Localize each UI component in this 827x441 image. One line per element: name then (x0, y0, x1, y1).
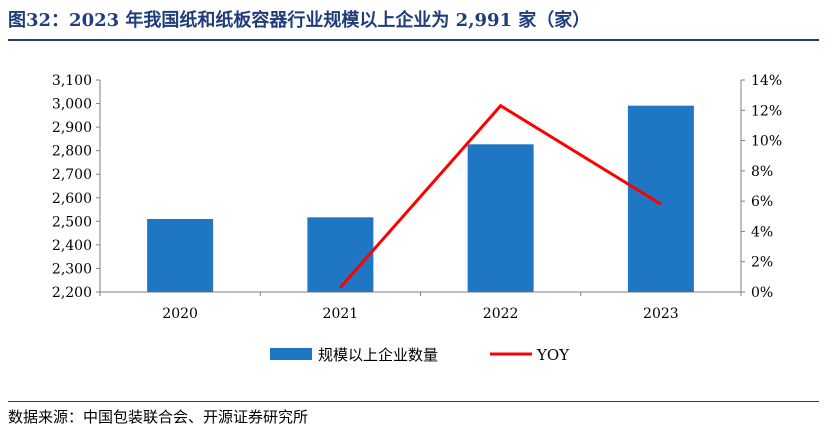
x-tick-label: 2022 (483, 306, 519, 322)
yoy-point (660, 203, 662, 205)
y-right-tick-label: 0% (751, 285, 773, 301)
y-left-tick-label: 3,100 (52, 73, 92, 89)
yoy-series (339, 103, 662, 289)
title-divider (8, 39, 819, 41)
y-left-tick-label: 2,400 (52, 238, 92, 254)
y-right-tick-label: 4% (751, 224, 773, 240)
y-right-tick-label: 12% (751, 103, 782, 119)
legend-label-line: YOY (536, 346, 570, 364)
y-right-tick-labels: 0% 2% 4% 6% 8% 10% 12% 14% (751, 73, 782, 301)
y-left-tick-label: 2,700 (52, 167, 92, 183)
y-left-tick-label: 2,900 (52, 120, 92, 136)
x-tick-labels: 2020 2021 2022 2023 (162, 306, 678, 322)
bar-2023 (627, 105, 694, 292)
bar-2022 (467, 144, 534, 292)
y-right-tick-label: 10% (751, 134, 782, 150)
x-tick-label: 2021 (323, 306, 359, 322)
y-left-tick-label: 2,300 (52, 261, 92, 277)
x-tick-label: 2020 (162, 306, 198, 322)
x-tick-label: 2023 (643, 306, 679, 322)
legend-label-bar: 规模以上企业数量 (318, 346, 438, 364)
y-right-tick-label: 14% (751, 73, 782, 89)
y-right-tick-label: 2% (751, 255, 773, 271)
legend-swatch-bar (270, 348, 312, 360)
y-left-tick-label: 2,500 (52, 214, 92, 230)
source-note: 数据来源：中国包装联合会、开源证券研究所 (8, 408, 309, 426)
y-left-tick-label: 2,800 (52, 144, 92, 160)
legend: 规模以上企业数量 YOY (270, 346, 570, 364)
bar-series (147, 105, 694, 292)
source-divider (8, 401, 819, 402)
y-right-tick-label: 6% (751, 194, 773, 210)
y-right-tick-label: 8% (751, 164, 773, 180)
yoy-point (339, 286, 341, 288)
y-left-tick-labels: 2,200 2,300 2,400 2,500 2,600 2,700 2,800 2,900… (52, 73, 92, 301)
chart-title: 图32：2023 年我国纸和纸板容器行业规模以上企业为 2,991 家（家） (8, 10, 591, 31)
y-left-tick-label: 3,000 (52, 97, 92, 113)
bar-2020 (147, 218, 214, 292)
yoy-point (500, 105, 502, 107)
y-left-tick-label: 2,600 (52, 191, 92, 207)
bar-2021 (307, 217, 374, 292)
y-left-tick-label: 2,200 (52, 285, 92, 301)
